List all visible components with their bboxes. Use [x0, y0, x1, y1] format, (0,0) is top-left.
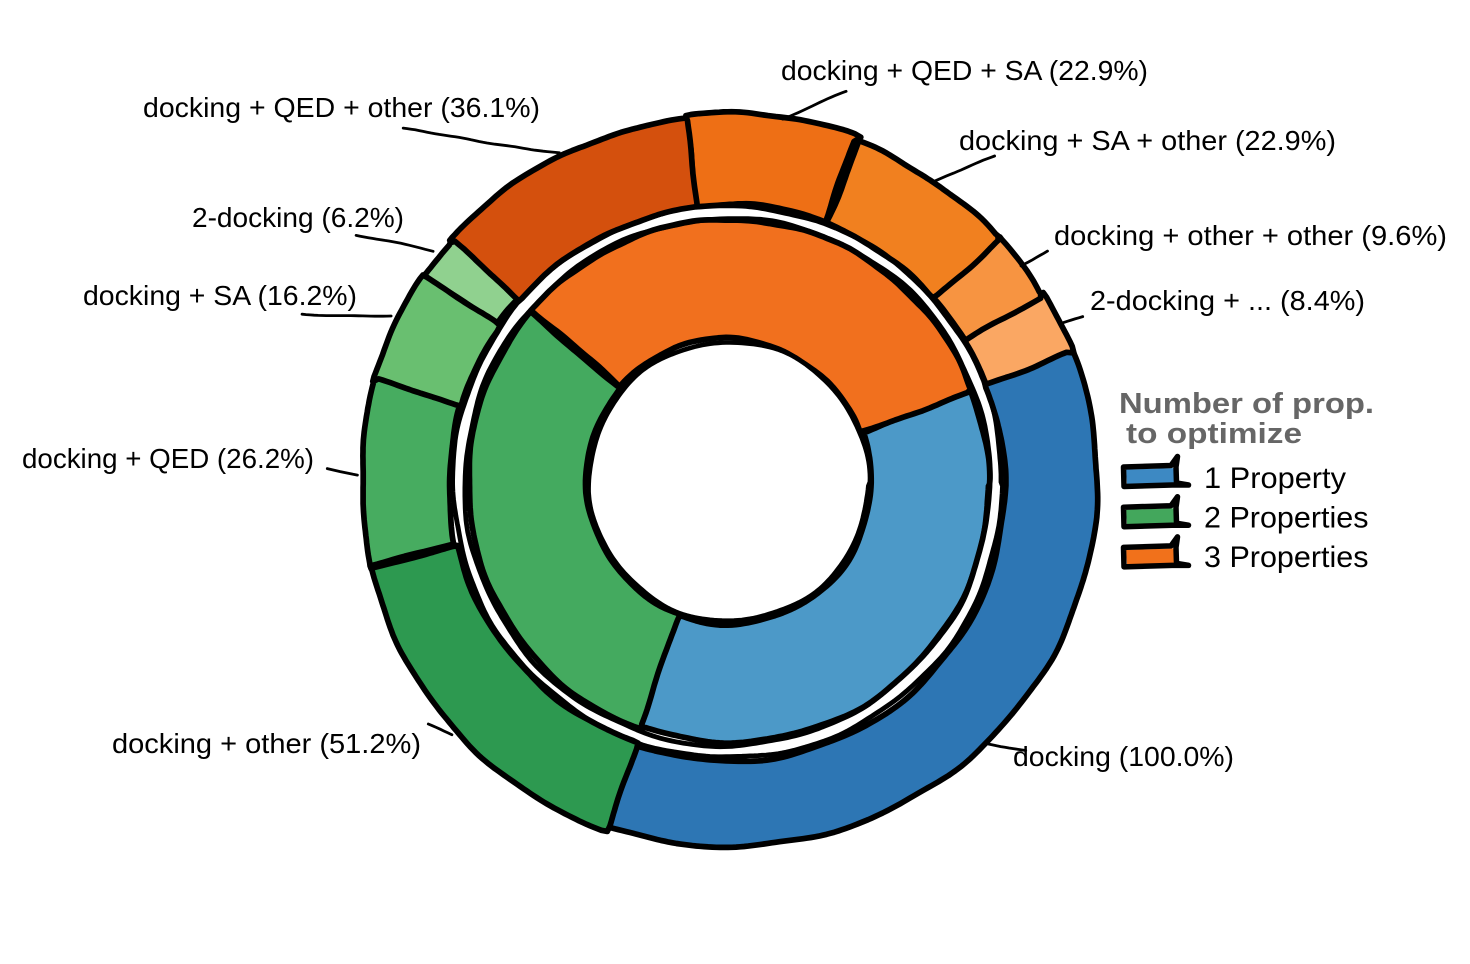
svg-text:docking + other (51.2%): docking + other (51.2%)	[112, 728, 421, 759]
svg-text:docking + SA + other (22.9%): docking + SA + other (22.9%)	[959, 125, 1336, 156]
svg-text:1 Property: 1 Property	[1204, 462, 1346, 495]
svg-text:docking + QED + other (36.1%): docking + QED + other (36.1%)	[143, 92, 540, 123]
svg-text:to optimize: to optimize	[1126, 418, 1302, 450]
svg-text:docking (100.0%): docking (100.0%)	[1013, 741, 1234, 772]
svg-text:2-docking (6.2%): 2-docking (6.2%)	[192, 202, 404, 233]
svg-text:Number of prop.: Number of prop.	[1119, 388, 1374, 420]
svg-text:docking + QED (26.2%): docking + QED (26.2%)	[22, 443, 314, 474]
svg-text:2 Properties: 2 Properties	[1204, 502, 1369, 535]
svg-text:docking + QED + SA (22.9%): docking + QED + SA (22.9%)	[781, 55, 1148, 86]
svg-text:docking + SA (16.2%): docking + SA (16.2%)	[83, 280, 357, 311]
svg-text:3 Properties: 3 Properties	[1204, 541, 1369, 574]
svg-text:2-docking + ... (8.4%): 2-docking + ... (8.4%)	[1090, 285, 1365, 316]
svg-text:docking + other + other (9.6%): docking + other + other (9.6%)	[1054, 220, 1447, 251]
